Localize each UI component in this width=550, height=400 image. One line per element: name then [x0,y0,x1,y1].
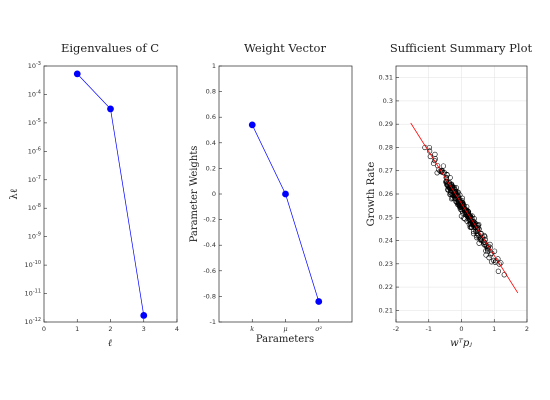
x-tick-label: 3 [142,325,146,333]
eigenvalues-panel: Eigenvalues of C 0 1 2 3 4 10-12 10-11 10-10 10-… [9,41,179,349]
data-point [467,214,473,220]
data-point [468,224,474,230]
y-tick-label: 10-12 [25,317,41,326]
data-point [495,268,501,274]
x-tick-label: 1 [75,325,79,333]
y-tick-label: -0.6 [203,267,216,275]
y-tick-label: 0.4 [206,139,216,147]
y-tick-label: 10-5 [28,118,41,127]
y-tick-label: 0.25 [379,213,393,221]
x-axis-label: wᵀpⱼ [450,338,472,349]
x-tick-label: σ² [315,325,322,333]
data-point [453,192,459,199]
data-point [457,204,463,210]
data-point [434,163,441,169]
chart-title: Sufficient Summary Plot [390,41,533,55]
fit-line [410,122,519,294]
data-point [470,219,476,226]
y-axis-label: λℓ [9,188,20,199]
y-tick-label: 0.23 [379,260,393,268]
y-tick-label: 0.22 [379,283,393,291]
data-point [486,255,492,261]
y-tick-label: 0.31 [379,74,393,82]
data-point [443,178,450,184]
y-tick-label: 10-10 [25,260,41,269]
data-point [475,225,481,231]
data-point [490,257,497,263]
data-point [140,312,148,319]
data-point [449,195,456,201]
x-tick-label: μ [283,325,287,333]
y-tick-label: -0.4 [203,241,216,249]
chart-title: Weight Vector [244,41,326,55]
y-tick-label: 0.27 [379,167,393,175]
y-axis-label: Growth Rate [366,162,377,227]
data-point [458,206,465,212]
x-tick-label: -1 [426,325,432,333]
data-point [248,121,256,129]
data-point [478,231,484,237]
y-tick-label: 10-4 [28,89,41,98]
x-tick-label: -2 [393,325,399,333]
y-tick-label: 10-7 [28,175,41,184]
x-tick-label: 1 [492,325,496,333]
y-tick-label: 0 [212,190,216,198]
x-tick-label: 2 [525,325,529,333]
data-point [452,191,458,197]
y-tick-label: 10-8 [28,203,41,212]
y-tick-label: 0.26 [379,190,393,198]
data-point [315,298,323,305]
data-point [447,175,453,181]
data-point [483,252,489,258]
x-tick-label: 4 [175,325,179,333]
y-tick-label: 1 [212,62,216,70]
y-tick-label: -0.8 [203,292,216,300]
y-tick-label: 10-3 [28,61,41,70]
data-point [73,70,81,78]
y-tick-label: -1 [210,318,216,326]
y-tick-label: 0.3 [383,97,393,105]
data-point [471,221,478,227]
y-tick-label: 0.6 [206,113,216,121]
x-tick-label: 2 [108,325,112,333]
weight-vector-panel: Weight Vector k μ σ² -1 -0.8 -0.6 -0.4 -0.2 0 0.2… [189,41,353,345]
data-point [474,226,480,233]
y-tick-label: 0.21 [379,306,393,314]
x-tick-label: k [250,325,254,333]
y-tick-label: 10-9 [28,232,41,241]
data-point [481,241,487,247]
x-axis-label: Parameters [256,334,314,345]
y-tick-label: -0.2 [203,216,216,224]
y-tick-label: 0.8 [206,88,216,96]
chart-title: Eigenvalues of C [61,41,159,55]
x-tick-label: 0 [42,325,46,333]
data-point [282,190,289,198]
data-point [448,196,455,202]
y-tick-label: 0.29 [379,120,393,128]
data-point [496,261,502,267]
data-point [476,240,482,246]
y-tick-label: 0.2 [206,164,216,172]
y-tick-label: 10-6 [28,146,41,155]
series-line [251,124,320,302]
sufficient-summary-panel: Sufficient Summary Plot -2 -1 0 1 2 0.21 0.22 0… [366,41,533,349]
data-point [432,151,438,157]
data-point [458,213,464,219]
data-point [462,216,468,222]
x-tick-label: 0 [459,325,463,333]
data-point [434,170,440,176]
data-point [107,105,114,113]
plot-frame [43,65,178,323]
data-point [451,188,457,194]
data-point [440,163,447,169]
y-tick-label: 0.24 [379,237,393,245]
data-point [431,157,438,164]
y-tick-label: 10-11 [25,289,41,298]
data-point [501,272,507,278]
y-axis-label: Parameter Weights [189,146,200,243]
x-axis-label: ℓ [108,338,112,349]
y-tick-label: 0.28 [379,143,393,151]
data-point [477,236,483,242]
